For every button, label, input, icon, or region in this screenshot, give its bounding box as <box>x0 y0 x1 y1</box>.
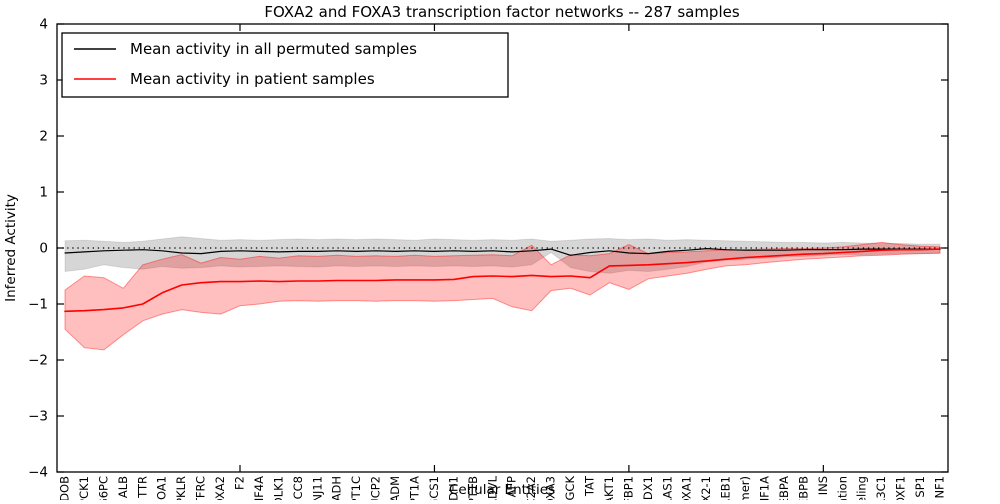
series-line <box>64 248 941 313</box>
y-tick-label: −4 <box>28 465 48 481</box>
y-tick-label: 2 <box>39 129 48 145</box>
x-tick-label: CEBPA <box>777 476 791 500</box>
x-tick-label: FOXA1 <box>680 476 694 500</box>
x-tick-label: SP1 <box>913 476 927 498</box>
x-tick-label: NF1 <box>933 476 947 499</box>
legend-label-patient: Mean activity in patient samples <box>130 70 375 88</box>
x-tick-label: HNF1A <box>758 476 772 500</box>
band <box>64 236 941 274</box>
x-tick-label: INS <box>816 476 830 495</box>
chart-title: FOXA2 and FOXA3 transcription factor net… <box>264 3 740 21</box>
x-tick-label: ALAS1 <box>660 476 674 500</box>
x-tick-label: AFP <box>505 476 519 497</box>
x-tick-label: CPT1C <box>349 476 363 500</box>
x-tick-label: NR3C1 <box>874 476 888 500</box>
x-tick-label: HNF1A (dimer) <box>738 476 752 500</box>
tick-labels: −4 −3 −2 −1 0 1 2 3 4 ALDOB PCK1 G6PC ALB TTR APOA1 PKL… <box>28 17 947 504</box>
series-lines <box>64 248 941 313</box>
x-tick-label: CREB1 <box>719 476 733 500</box>
y-tick-label: 3 <box>39 73 48 89</box>
x-tick-label: ABCC8 <box>291 476 305 500</box>
x-tick-label: AKT1 <box>602 476 616 500</box>
y-tick-label: −1 <box>28 297 48 313</box>
x-tick-label: SLC2A2 <box>524 476 538 500</box>
y-tick-label: −3 <box>28 409 48 425</box>
axes <box>56 23 949 473</box>
x-tick-label: ALB <box>116 476 130 498</box>
x-tick-label: TTR <box>135 476 149 499</box>
x-tick-label: response to starvation <box>835 476 849 500</box>
legend-entry-permuted: Mean activity in all permuted samples <box>74 40 417 58</box>
x-tick-label: APOA1 <box>155 476 169 500</box>
x-tick-label: FOXA2 <box>213 476 227 500</box>
x-axis-label: Cellular Entities <box>449 482 555 498</box>
x-tick-label: TFRC <box>194 476 208 500</box>
band <box>64 241 941 351</box>
x-tick-label: ALDOB <box>58 476 72 500</box>
x-tick-label: HNF4A <box>252 476 266 500</box>
y-tick-label: 1 <box>39 185 48 201</box>
legend: Mean activity in all permuted samples Me… <box>61 32 509 98</box>
x-tick-label: G6PC <box>96 476 110 500</box>
x-tick-label: GCK <box>563 476 577 500</box>
x-tick-label: KCNJ11 <box>310 476 324 500</box>
y-tick-label: −2 <box>28 353 48 369</box>
x-tick-label: CPT1A <box>408 476 422 500</box>
x-tick-label: DLK1 <box>271 476 285 500</box>
x-tick-label: TAT <box>583 475 597 497</box>
x-tick-label: chromatin remodeling <box>855 476 869 500</box>
x-tick-label: UCP2 <box>369 476 383 500</box>
x-tick-label: CPT1B <box>466 476 480 500</box>
y-tick-label: 0 <box>39 241 48 257</box>
x-tick-label: PDX1 <box>641 476 655 500</box>
series-line <box>64 248 941 256</box>
x-tick-label: PCK1 <box>77 476 91 500</box>
x-tick-label: FOXF1 <box>894 476 908 500</box>
x-tick-label: F2 <box>233 476 247 490</box>
x-tick-label: ACADVL <box>485 475 499 500</box>
confidence-bands <box>64 236 941 351</box>
y-tick-label: 4 <box>39 17 48 33</box>
x-tick-label: ACADM <box>388 476 402 500</box>
x-tick-label: BDH1 <box>446 476 460 500</box>
legend-box <box>61 32 509 98</box>
legend-entry-patient: Mean activity in patient samples <box>74 70 375 88</box>
x-tick-label: IGFBP1 <box>621 476 635 500</box>
y-axis-label: Inferred Activity <box>3 194 19 302</box>
x-tick-label: PKLR <box>174 476 188 500</box>
x-tick-label: FOXA3 <box>544 476 558 500</box>
x-tick-label: CEBPB <box>796 476 810 500</box>
x-tick-label: HMGCS1 <box>427 476 441 500</box>
x-tick-label: HADH <box>330 476 344 500</box>
legend-label-permuted: Mean activity in all permuted samples <box>130 40 417 58</box>
x-tick-label: NKX2-1 <box>699 476 713 500</box>
